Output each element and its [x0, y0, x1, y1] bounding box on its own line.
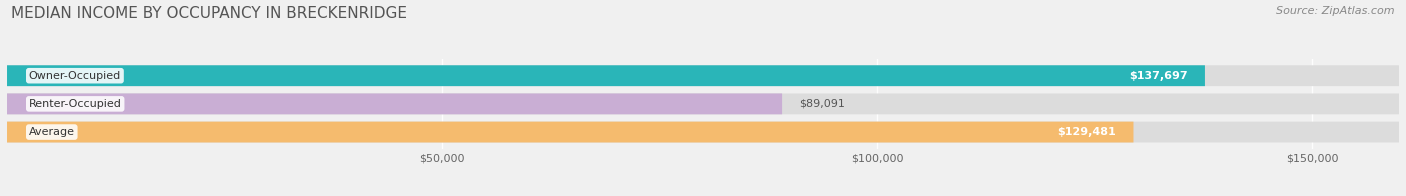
FancyBboxPatch shape: [7, 122, 1399, 142]
Text: $129,481: $129,481: [1057, 127, 1116, 137]
Text: Average: Average: [28, 127, 75, 137]
FancyBboxPatch shape: [7, 93, 1399, 114]
Text: MEDIAN INCOME BY OCCUPANCY IN BRECKENRIDGE: MEDIAN INCOME BY OCCUPANCY IN BRECKENRID…: [11, 6, 408, 21]
Text: Renter-Occupied: Renter-Occupied: [28, 99, 122, 109]
FancyBboxPatch shape: [7, 122, 1133, 142]
Text: $89,091: $89,091: [800, 99, 845, 109]
FancyBboxPatch shape: [7, 65, 1205, 86]
Text: Owner-Occupied: Owner-Occupied: [28, 71, 121, 81]
FancyBboxPatch shape: [7, 65, 1399, 86]
FancyBboxPatch shape: [7, 93, 782, 114]
Text: Source: ZipAtlas.com: Source: ZipAtlas.com: [1277, 6, 1395, 16]
Text: $137,697: $137,697: [1129, 71, 1188, 81]
